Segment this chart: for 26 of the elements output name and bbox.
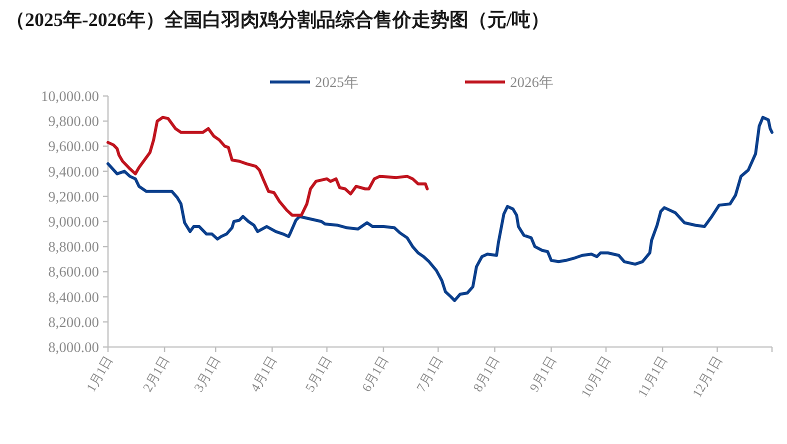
legend-label: 2026年 xyxy=(510,74,554,91)
y-tick-label: 8,200.00 xyxy=(48,314,99,331)
legend-label: 2025年 xyxy=(315,74,359,91)
x-tick-label: 1月1日 xyxy=(83,353,116,394)
y-tick-label: 8,400.00 xyxy=(48,290,99,306)
y-tick-label: 8,800.00 xyxy=(48,240,99,256)
x-tick-label: 8月1日 xyxy=(470,353,502,394)
x-tick-label: 9月1日 xyxy=(526,353,559,394)
y-tick-label: 9,200.00 xyxy=(48,189,99,206)
y-tick-label: 9,600.00 xyxy=(48,139,99,156)
x-tick-label: 7月1日 xyxy=(413,353,446,394)
y-tick-label: 9,800.00 xyxy=(48,114,99,130)
y-tick-label: 8,000.00 xyxy=(48,340,99,356)
y-tick-label: 8,600.00 xyxy=(48,264,99,281)
x-tick-label: 5月1日 xyxy=(302,353,334,394)
x-tick-label: 11月1日 xyxy=(634,353,670,400)
y-tick-label: 10,000.00 xyxy=(41,89,99,105)
x-tick-label: 3月1日 xyxy=(190,353,224,394)
x-tick-label: 12月1日 xyxy=(689,353,725,400)
y-tick-label: 9,000.00 xyxy=(48,214,99,230)
y-tick-label: 9,400.00 xyxy=(48,164,99,180)
x-tick-label: 4月1日 xyxy=(247,353,280,394)
title: （2025年-2026年）全国白羽肉鸡分割品综合售价走势图（元/吨） xyxy=(6,10,550,31)
x-tick-label: 2月1日 xyxy=(140,353,172,394)
x-tick-label: 10月1日 xyxy=(578,353,614,400)
x-tick-label: 6月1日 xyxy=(358,353,392,394)
